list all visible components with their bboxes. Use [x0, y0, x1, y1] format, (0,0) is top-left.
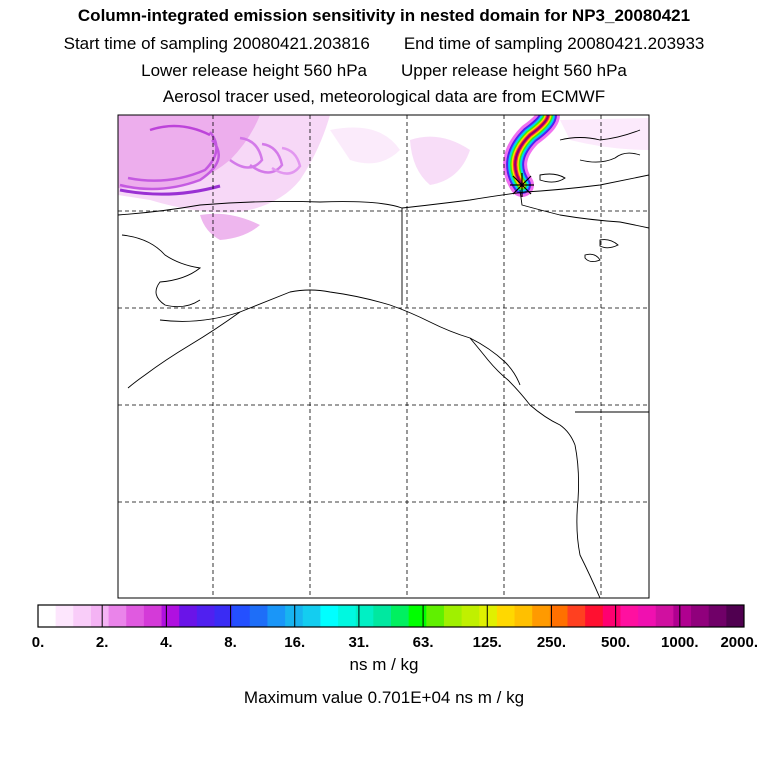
sensitivity-swirls [119, 124, 302, 196]
colorbar-cell [179, 605, 198, 627]
colorbar-cell [338, 605, 357, 627]
colorbar-cell [391, 605, 410, 627]
colorbar-cell [514, 605, 533, 627]
maximum-value: Maximum value 0.701E+04 ns m / kg [243, 688, 525, 707]
colorbar-cell [55, 605, 74, 627]
tracer-info-line: Aerosol tracer used, meteorological data… [162, 87, 606, 106]
colorbar-tick-label: 16. [284, 634, 305, 651]
colorbar-cell [161, 605, 180, 627]
colorbar-cell [108, 605, 127, 627]
colorbar-cell [355, 605, 374, 627]
colorbar-tick-label: 250. [537, 634, 566, 651]
colorbar-cell [691, 605, 710, 627]
colorbar: 0. 2. 4. 8. 16. 31. 63. 125. 250. 500. 1000. 2000. [32, 604, 758, 651]
colorbar-cell [214, 605, 233, 627]
colorbar-frame [37, 604, 745, 628]
colorbar-cell [673, 605, 692, 627]
end-time-label: End time of sampling 20080421.203933 [403, 34, 705, 53]
political-borders [401, 208, 649, 413]
colorbar-cell [408, 605, 427, 627]
colorbar-cell [90, 605, 110, 627]
colorbar-cell [38, 605, 57, 627]
colorbar-tick-label: 8. [224, 634, 237, 651]
plot-title: Column-integrated emission sensitivity i… [77, 6, 691, 25]
colorbar-units: ns m / kg [349, 655, 419, 674]
colorbar-cell [285, 605, 304, 627]
colorbar-tick-label: 1000. [661, 634, 699, 651]
colorbar-cell [232, 605, 251, 627]
colorbar-cell [267, 605, 286, 627]
colorbar-cell [638, 605, 657, 627]
colorbar-tick-label: 500. [601, 634, 630, 651]
colorbar-cell [620, 605, 639, 627]
colorbar-tick-label: 31. [348, 634, 369, 651]
lower-release-label: Lower release height 560 hPa [141, 61, 367, 80]
colorbar-cell [373, 605, 392, 627]
release-height-line: Lower release height 560 hPa Upper releas… [0, 61, 768, 81]
coastlines [118, 129, 649, 598]
colorbar-cell [655, 605, 674, 627]
colorbar-tick-label: 2000. [720, 634, 758, 651]
colorbar-cell [143, 605, 163, 627]
colorbar-cell [126, 605, 145, 627]
colorbar-tick-label: 4. [160, 634, 173, 651]
colorbar-cell [496, 605, 516, 627]
colorbar-cell [567, 605, 586, 627]
colorbar-cell [532, 605, 551, 627]
colorbar-cell [585, 605, 604, 627]
start-time-label: Start time of sampling 20080421.203816 [63, 34, 370, 53]
colorbar-cell [426, 605, 445, 627]
colorbar-cell [73, 605, 92, 627]
colorbar-tick-label: 2. [96, 634, 109, 651]
colorbar-cell [479, 605, 498, 627]
colorbar-cell [302, 605, 321, 627]
colorbar-cell [708, 605, 727, 627]
upper-release-label: Upper release height 560 hPa [401, 61, 627, 80]
colorbar-cell [249, 605, 268, 627]
colorbar-cell [549, 605, 568, 627]
colorbar-tick-label: 0. [32, 634, 45, 651]
colorbar-cell [443, 605, 463, 627]
sensitivity-plume [503, 115, 560, 197]
map-frame [117, 114, 650, 599]
graticule [118, 115, 649, 598]
release-point-marker [510, 173, 534, 197]
colorbar-tick-label: 125. [473, 634, 502, 651]
colorbar-cell [461, 605, 480, 627]
sampling-time-line: Start time of sampling 20080421.203816 En… [0, 34, 768, 54]
colorbar-cell [196, 605, 215, 627]
colorbar-cell [320, 605, 339, 627]
colorbar-tick-label: 63. [413, 634, 434, 651]
colorbar-cell [602, 605, 621, 627]
colorbar-cell [726, 605, 745, 627]
